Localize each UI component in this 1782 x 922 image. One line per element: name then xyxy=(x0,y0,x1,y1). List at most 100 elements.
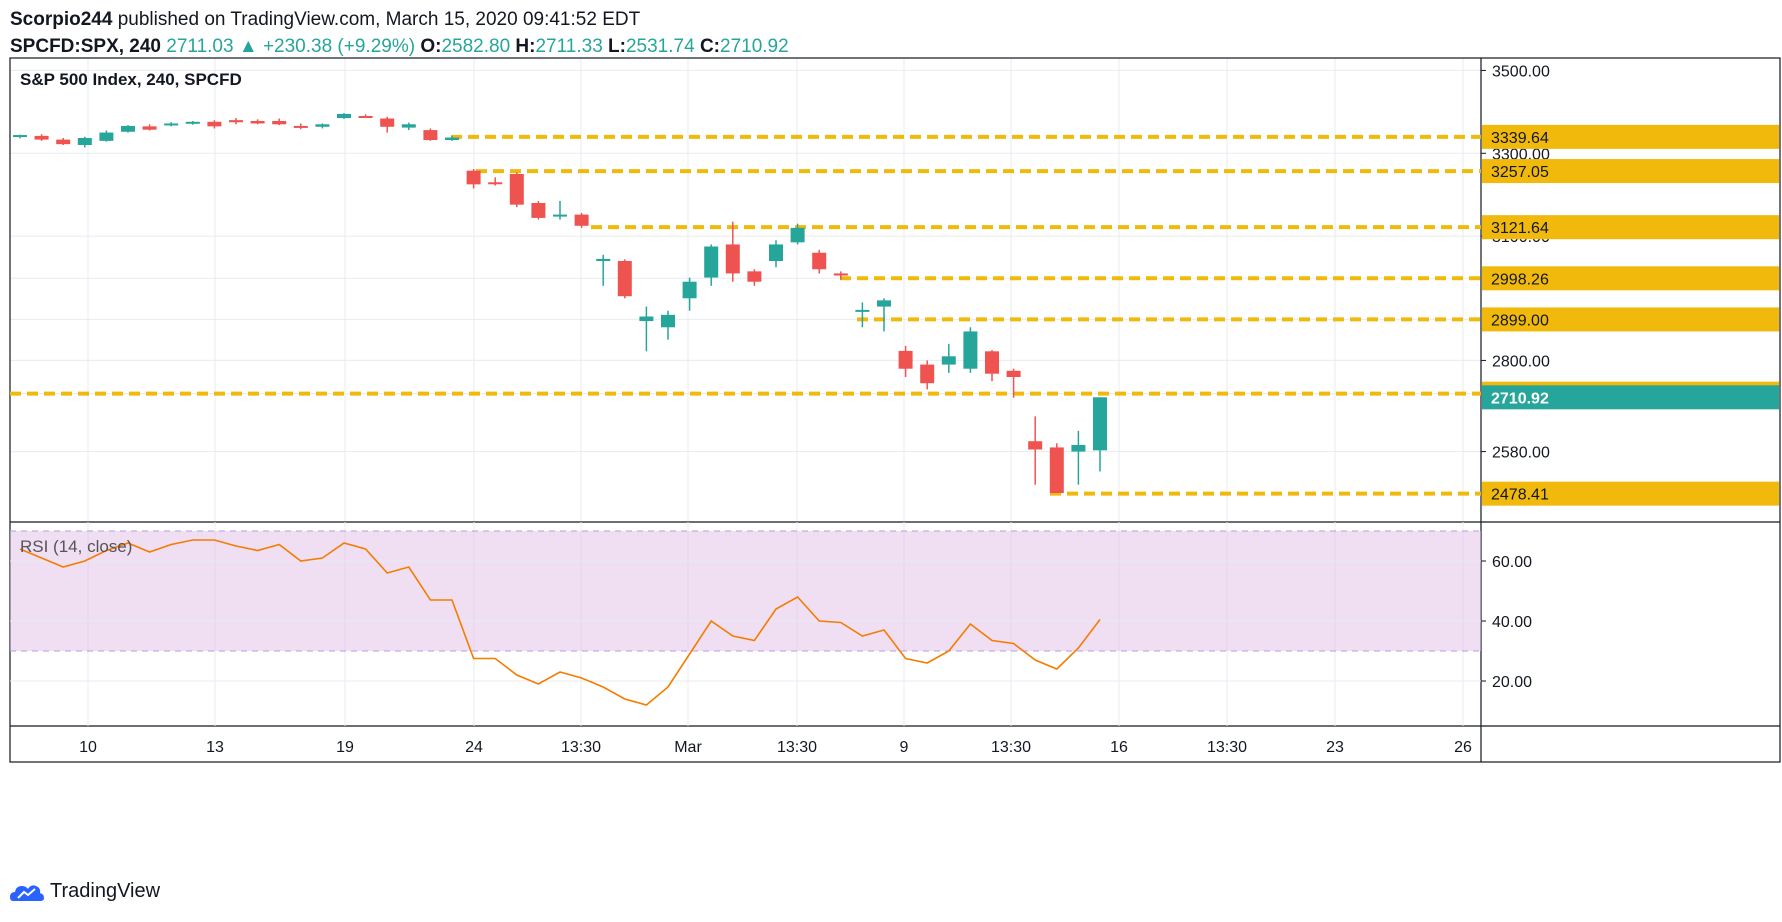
candle[interactable] xyxy=(747,269,762,286)
symbol-quote-line: SPCFD:SPX, 240 2711.03 ▲ +230.38 (+9.29%… xyxy=(10,33,789,60)
candle-body xyxy=(920,364,935,384)
candle[interactable] xyxy=(380,116,395,133)
level-tag-bg xyxy=(1482,124,1779,149)
rsi-pane[interactable]: 60.00 40.00 20.00 RSI (14, close) xyxy=(10,522,1532,726)
level-tag-label: 3339.64 xyxy=(1491,130,1549,147)
candle[interactable] xyxy=(466,169,481,189)
candle-body xyxy=(445,137,459,141)
x-tick-label: 19 xyxy=(336,739,354,756)
candle[interactable] xyxy=(509,172,524,208)
candle[interactable] xyxy=(877,298,891,332)
time-axis[interactable]: 10 13 19 24 13:30 Mar 13:30 9 13:30 16 13:30 23 26 xyxy=(79,739,1472,756)
candle[interactable] xyxy=(1049,443,1064,493)
candle[interactable] xyxy=(1028,416,1043,485)
last-price-tag: 2710.92 xyxy=(1482,385,1779,410)
candle-body xyxy=(272,120,287,125)
candle[interactable] xyxy=(1006,368,1021,398)
candle[interactable] xyxy=(99,130,114,142)
candle-body xyxy=(574,214,589,226)
candle-body xyxy=(142,126,157,130)
rsi-line[interactable] xyxy=(19,539,1101,706)
candle[interactable] xyxy=(963,327,978,373)
candle[interactable] xyxy=(250,119,265,125)
candle-body xyxy=(380,118,395,127)
candle[interactable] xyxy=(1093,397,1107,472)
price-pane[interactable]: 3500.003300.003100.002800.002580.003339.… xyxy=(9,57,1781,763)
candle[interactable] xyxy=(682,277,697,311)
candle[interactable] xyxy=(617,259,632,299)
candle-body xyxy=(488,182,503,185)
candle[interactable] xyxy=(358,114,373,118)
candle-body xyxy=(617,261,632,297)
rsi-tick-label: 20.00 xyxy=(1492,674,1532,691)
candle-body xyxy=(34,135,49,140)
candle[interactable] xyxy=(898,345,913,377)
low-label: L: xyxy=(608,36,626,57)
candle[interactable] xyxy=(272,118,287,126)
candle[interactable] xyxy=(34,134,49,141)
candle-body xyxy=(898,350,913,369)
candle[interactable] xyxy=(142,124,157,131)
candle-body xyxy=(99,132,114,141)
candle[interactable] xyxy=(985,350,999,382)
x-tick-label: 10 xyxy=(79,739,97,756)
candle[interactable] xyxy=(207,120,222,129)
candle[interactable] xyxy=(315,123,330,129)
candle-body xyxy=(56,139,71,145)
candle[interactable] xyxy=(661,310,675,340)
level-price-tag: 2998.26 xyxy=(1482,266,1779,291)
rsi-tick-label: 60.00 xyxy=(1492,554,1532,571)
candle[interactable] xyxy=(164,122,179,127)
candle[interactable] xyxy=(596,254,611,286)
candle-body xyxy=(1071,444,1086,452)
candle[interactable] xyxy=(574,212,589,228)
candle-body xyxy=(293,125,308,128)
publisher-name[interactable]: Scorpio244 xyxy=(10,9,113,30)
candle[interactable] xyxy=(423,128,438,141)
y-tick-label: 3300.00 xyxy=(1492,146,1550,163)
candle-body xyxy=(1006,370,1021,377)
candle[interactable] xyxy=(293,123,308,130)
candle-body xyxy=(164,123,179,126)
candle[interactable] xyxy=(1071,430,1086,485)
candle[interactable] xyxy=(229,118,243,125)
candle-body xyxy=(13,135,27,138)
candle[interactable] xyxy=(920,360,935,390)
candle-body xyxy=(207,121,222,127)
candle[interactable] xyxy=(704,244,719,286)
high-value: 2711.33 xyxy=(535,36,603,57)
candle[interactable] xyxy=(833,271,848,280)
symbol-name[interactable]: SPCFD:SPX, 240 xyxy=(10,36,161,57)
candle[interactable] xyxy=(77,136,92,148)
candle[interactable] xyxy=(445,135,459,141)
candle[interactable] xyxy=(337,113,351,119)
candle[interactable] xyxy=(13,134,27,139)
x-tick-label: 26 xyxy=(1454,739,1472,756)
candle[interactable] xyxy=(725,221,740,282)
candle[interactable] xyxy=(121,125,135,133)
candle[interactable] xyxy=(185,120,200,125)
candle[interactable] xyxy=(488,177,503,186)
candle[interactable] xyxy=(941,343,956,373)
candle-body xyxy=(941,356,956,365)
candle[interactable] xyxy=(790,223,805,245)
brand-footer[interactable]: TradingView xyxy=(10,880,160,903)
candle[interactable] xyxy=(812,249,827,274)
candle[interactable] xyxy=(639,306,654,352)
candle[interactable] xyxy=(769,240,783,268)
candle[interactable] xyxy=(401,122,416,131)
x-tick-label: 23 xyxy=(1326,739,1344,756)
candle[interactable] xyxy=(855,302,870,328)
candle-body xyxy=(401,124,416,128)
candle[interactable] xyxy=(553,200,567,220)
close-value: 2710.92 xyxy=(720,36,789,57)
last-price-tag-label: 2710.92 xyxy=(1491,390,1549,407)
level-price-tag: 3257.05 xyxy=(1482,159,1779,184)
candle[interactable] xyxy=(531,200,546,220)
y-tick-label: 2580.00 xyxy=(1492,445,1550,462)
up-arrow-icon: ▲ xyxy=(238,36,258,57)
candle[interactable] xyxy=(56,137,71,145)
candle-body xyxy=(747,271,762,282)
candle-body xyxy=(358,116,373,118)
